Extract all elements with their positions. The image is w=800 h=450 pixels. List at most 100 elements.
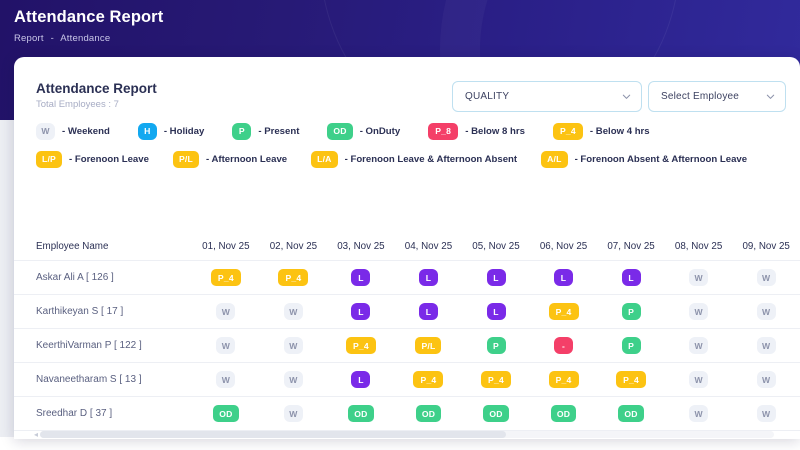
scrollbar-thumb[interactable] (40, 431, 506, 438)
attendance-cell[interactable]: L (394, 294, 463, 329)
attendance-table-scroll-area[interactable]: Employee Name 01, Nov 25 02, Nov 25 03, No… (14, 233, 800, 439)
badge-p_4[interactable]: P_4 (481, 371, 511, 389)
column-header-date-9[interactable]: 09, Nov 25 (732, 233, 800, 261)
attendance-cell[interactable]: - (529, 328, 598, 363)
table-row[interactable]: KeerthiVarman P [ 122 ] W W P_4 P/L P - P W W (14, 328, 800, 363)
attendance-cell[interactable]: W (664, 328, 733, 363)
legend-badge-a_l[interactable]: A/L (541, 150, 568, 168)
attendance-cell[interactable]: W (664, 396, 733, 431)
badge-w[interactable]: W (689, 337, 709, 355)
attendance-cell[interactable]: P_4 (192, 260, 260, 295)
attendance-cell[interactable]: W (664, 294, 733, 329)
badge-p[interactable]: P (621, 303, 641, 321)
badge-od[interactable]: OD (348, 405, 374, 423)
badge-p_4[interactable]: P_4 (413, 371, 444, 389)
badge-w[interactable]: W (216, 337, 236, 355)
attendance-cell[interactable]: L (462, 260, 530, 295)
table-row[interactable]: Karthikeyan S [ 17 ] W W L L L P_4 P W W (14, 294, 800, 329)
attendance-cell[interactable]: W (732, 396, 800, 431)
horizontal-scrollbar[interactable]: ◂ (34, 430, 774, 439)
legend-badge-p_8[interactable]: P_8 (428, 122, 459, 140)
attendance-cell[interactable]: L (327, 362, 395, 397)
breadcrumb-parent[interactable]: Report (14, 33, 44, 44)
column-header-date-1[interactable]: 01, Nov 25 (192, 233, 260, 261)
badge-w[interactable]: W (756, 371, 776, 389)
attendance-cell[interactable]: W (259, 362, 328, 397)
legend-badge-l_a[interactable]: L/A (311, 150, 338, 168)
badge-l[interactable]: L (418, 303, 438, 321)
badge-w[interactable]: W (689, 371, 709, 389)
scroll-left-arrow-icon[interactable]: ◂ (34, 430, 39, 439)
badge-p_4[interactable]: P_4 (548, 303, 579, 321)
legend-badge-w[interactable]: W (36, 122, 55, 140)
attendance-cell[interactable]: W (259, 328, 328, 363)
badge-l[interactable]: L (554, 269, 574, 287)
attendance-cell[interactable]: L (597, 260, 665, 295)
column-header-date-4[interactable]: 04, Nov 25 (394, 233, 463, 261)
attendance-cell[interactable]: P_4 (394, 362, 463, 397)
attendance-cell[interactable]: L (394, 260, 463, 295)
quality-dropdown[interactable]: QUALITY (452, 81, 642, 112)
column-header-date-3[interactable]: 03, Nov 25 (327, 233, 395, 261)
column-header-date-8[interactable]: 08, Nov 25 (664, 233, 733, 261)
attendance-cell[interactable]: L (327, 294, 395, 329)
badge-p_l[interactable]: P/L (415, 337, 442, 355)
attendance-cell[interactable]: P (597, 328, 665, 363)
badge-l[interactable]: L (621, 269, 641, 287)
badge-_[interactable]: - (554, 337, 574, 355)
badge-w[interactable]: W (756, 303, 776, 321)
attendance-cell[interactable]: W (732, 328, 800, 363)
attendance-cell[interactable]: W (259, 294, 328, 329)
attendance-cell[interactable]: W (192, 328, 260, 363)
badge-p_4[interactable]: P_4 (345, 337, 376, 355)
badge-od[interactable]: OD (483, 405, 509, 423)
badge-l[interactable]: L (351, 371, 371, 389)
employee-name-cell[interactable]: KeerthiVarman P [ 122 ] (14, 328, 193, 363)
attendance-cell[interactable]: W (664, 260, 733, 295)
attendance-cell[interactable]: L (529, 260, 598, 295)
badge-p[interactable]: P (621, 337, 641, 355)
employee-dropdown[interactable]: Select Employee (648, 81, 786, 112)
attendance-cell[interactable]: P_4 (529, 294, 598, 329)
attendance-cell[interactable]: OD (462, 396, 530, 431)
badge-od[interactable]: OD (415, 405, 442, 423)
employee-name-cell[interactable]: Askar Ali A [ 126 ] (14, 260, 193, 295)
attendance-cell[interactable]: OD (327, 396, 395, 431)
badge-w[interactable]: W (756, 269, 776, 287)
attendance-cell[interactable]: W (732, 362, 800, 397)
badge-w[interactable]: W (283, 405, 303, 423)
badge-w[interactable]: W (283, 371, 303, 389)
badge-l[interactable]: L (418, 269, 438, 287)
column-header-date-2[interactable]: 02, Nov 25 (259, 233, 328, 261)
badge-p[interactable]: P (486, 337, 506, 355)
badge-l[interactable]: L (351, 303, 371, 321)
legend-badge-l_p[interactable]: L/P (36, 150, 62, 168)
badge-l[interactable]: L (351, 269, 371, 287)
table-row[interactable]: Askar Ali A [ 126 ] P_4 P_4 L L L L L W W (14, 260, 800, 295)
legend-badge-od[interactable]: OD (327, 122, 353, 140)
table-row[interactable]: Sreedhar D [ 37 ] OD W OD OD OD OD OD W W (14, 396, 800, 431)
badge-od[interactable]: OD (550, 405, 577, 423)
attendance-cell[interactable]: P_4 (597, 362, 665, 397)
legend-badge-p_4[interactable]: P_4 (552, 122, 583, 140)
attendance-cell[interactable]: P/L (394, 328, 463, 363)
attendance-cell[interactable]: P_4 (462, 362, 530, 397)
attendance-cell[interactable]: W (664, 362, 733, 397)
employee-name-cell[interactable]: Sreedhar D [ 37 ] (14, 396, 193, 431)
badge-w[interactable]: W (216, 303, 236, 321)
badge-od[interactable]: OD (213, 405, 239, 423)
badge-w[interactable]: W (216, 371, 236, 389)
badge-l[interactable]: L (486, 269, 506, 287)
attendance-cell[interactable]: W (192, 362, 260, 397)
column-header-date-5[interactable]: 05, Nov 25 (462, 233, 530, 261)
attendance-cell[interactable]: L (462, 294, 530, 329)
attendance-cell[interactable]: W (192, 294, 260, 329)
badge-w[interactable]: W (283, 337, 303, 355)
employee-name-cell[interactable]: Karthikeyan S [ 17 ] (14, 294, 193, 329)
badge-p_4[interactable]: P_4 (210, 269, 241, 287)
table-row[interactable]: Navaneetharam S [ 13 ] W W L P_4 P_4 P_4 P_4 W W (14, 362, 800, 397)
badge-p_4[interactable]: P_4 (616, 371, 647, 389)
badge-l[interactable]: L (486, 303, 506, 321)
legend-badge-p[interactable]: P (232, 122, 252, 140)
attendance-cell[interactable]: OD (192, 396, 260, 431)
